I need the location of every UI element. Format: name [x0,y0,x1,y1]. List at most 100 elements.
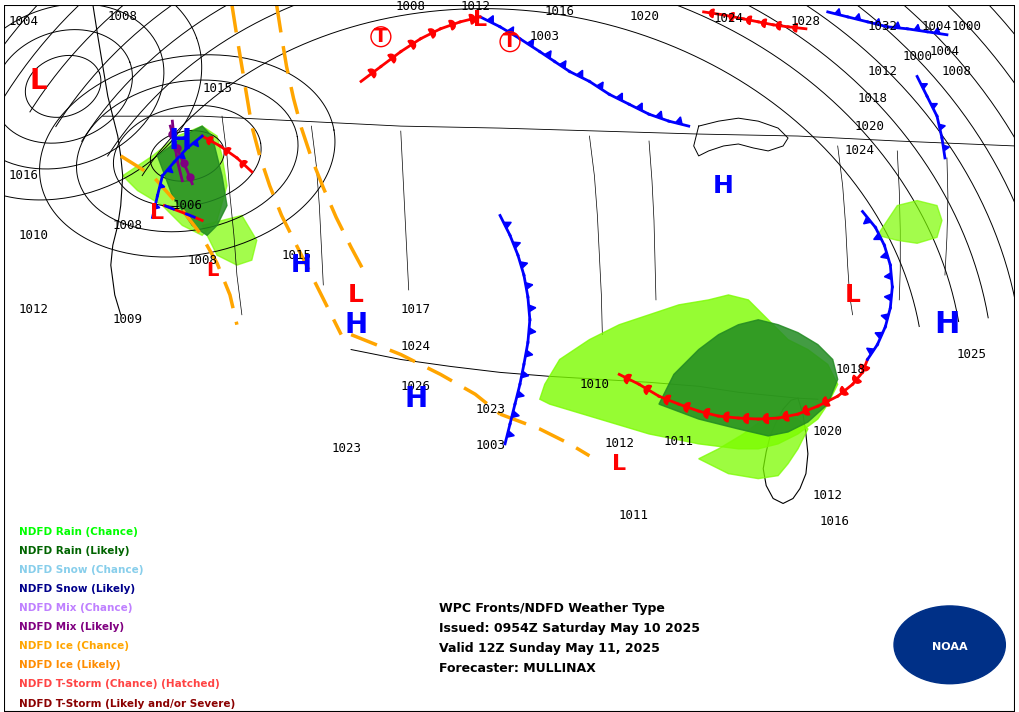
Text: NDFD Snow (Likely): NDFD Snow (Likely) [18,584,135,594]
Text: H: H [169,127,192,155]
Text: 1003: 1003 [530,30,559,43]
Polygon shape [895,22,900,28]
Text: NDFD Ice (Chance): NDFD Ice (Chance) [18,642,128,651]
Wedge shape [388,54,395,63]
Polygon shape [867,348,874,355]
Wedge shape [784,412,789,421]
Text: NOAA: NOAA [931,642,967,652]
Text: NDFD Rain (Chance): NDFD Rain (Chance) [18,527,138,537]
Text: 1010: 1010 [580,378,609,391]
Text: 1023: 1023 [475,402,505,416]
Wedge shape [368,69,376,78]
Text: WPC Fronts/NDFD Weather Type: WPC Fronts/NDFD Weather Type [438,602,664,615]
Wedge shape [448,21,455,30]
Polygon shape [506,431,515,437]
Text: T: T [374,27,387,46]
Text: 1015: 1015 [281,248,312,262]
Wedge shape [664,395,671,404]
Text: 1012: 1012 [604,437,634,451]
Polygon shape [527,39,534,47]
Wedge shape [240,161,248,168]
Polygon shape [544,51,551,58]
Text: 1017: 1017 [400,303,431,316]
Text: 1015: 1015 [202,82,232,95]
Text: 1020: 1020 [813,426,843,439]
Text: 1004: 1004 [922,21,952,33]
Text: 1025: 1025 [957,348,986,361]
Wedge shape [730,13,735,21]
Text: 1032: 1032 [867,21,898,33]
Text: 1003: 1003 [475,439,505,452]
Polygon shape [513,242,521,248]
Text: 1018: 1018 [857,92,888,105]
Text: 1008: 1008 [187,253,217,267]
Polygon shape [166,167,173,173]
Wedge shape [853,375,861,383]
Text: 1016: 1016 [544,6,575,19]
Polygon shape [596,82,603,90]
Wedge shape [224,148,231,155]
Wedge shape [744,414,749,424]
Text: H: H [405,385,427,413]
Polygon shape [577,70,583,78]
Text: H: H [934,310,960,339]
Text: 1006: 1006 [172,199,202,212]
Polygon shape [517,391,524,397]
Text: 1024: 1024 [713,12,744,26]
Text: NDFD T-Storm (Chance) (Hatched): NDFD T-Storm (Chance) (Hatched) [18,679,219,689]
Wedge shape [763,414,768,424]
Wedge shape [704,409,710,419]
Text: L: L [151,204,164,224]
Polygon shape [122,126,227,236]
Polygon shape [636,103,642,111]
Polygon shape [529,305,536,312]
Wedge shape [823,397,829,406]
Polygon shape [699,414,808,478]
Text: 1024: 1024 [845,145,874,157]
Polygon shape [938,124,946,130]
Polygon shape [863,216,871,224]
Text: 1024: 1024 [400,340,431,353]
Polygon shape [525,283,533,289]
Text: 1009: 1009 [113,313,143,326]
Text: NDFD Mix (Likely): NDFD Mix (Likely) [18,622,124,632]
Wedge shape [761,19,766,28]
Text: 1008: 1008 [395,1,426,14]
Text: NDFD Ice (Likely): NDFD Ice (Likely) [18,660,120,670]
Text: NDFD Rain (Likely): NDFD Rain (Likely) [18,546,129,556]
Wedge shape [625,375,632,384]
Polygon shape [559,61,566,68]
Text: 1011: 1011 [619,509,648,522]
Text: NDFD Mix (Chance): NDFD Mix (Chance) [18,603,132,613]
Polygon shape [676,117,682,125]
Wedge shape [723,412,729,422]
Text: 1008: 1008 [108,11,138,23]
Wedge shape [803,406,810,415]
Wedge shape [644,385,651,394]
Wedge shape [207,137,213,145]
Wedge shape [841,387,848,395]
Text: NDFD T-Storm (Likely and/or Severe): NDFD T-Storm (Likely and/or Severe) [18,698,235,708]
Wedge shape [860,364,869,371]
Polygon shape [873,234,881,239]
Text: H: H [713,174,734,198]
Polygon shape [884,294,892,301]
Polygon shape [884,273,892,280]
Polygon shape [525,350,533,357]
Wedge shape [469,14,475,24]
Polygon shape [874,19,880,25]
Text: Valid 12Z Sunday May 11, 2025: Valid 12Z Sunday May 11, 2025 [438,642,659,655]
Polygon shape [512,411,520,417]
Polygon shape [193,140,199,147]
Polygon shape [178,153,185,159]
Text: 1000: 1000 [952,21,981,33]
Wedge shape [793,23,798,32]
Polygon shape [155,204,160,209]
Polygon shape [855,14,860,20]
Text: H: H [291,253,312,277]
Polygon shape [880,252,889,258]
Text: L: L [206,261,218,280]
Polygon shape [881,314,889,320]
Circle shape [894,606,1006,684]
Text: 1023: 1023 [331,442,361,456]
